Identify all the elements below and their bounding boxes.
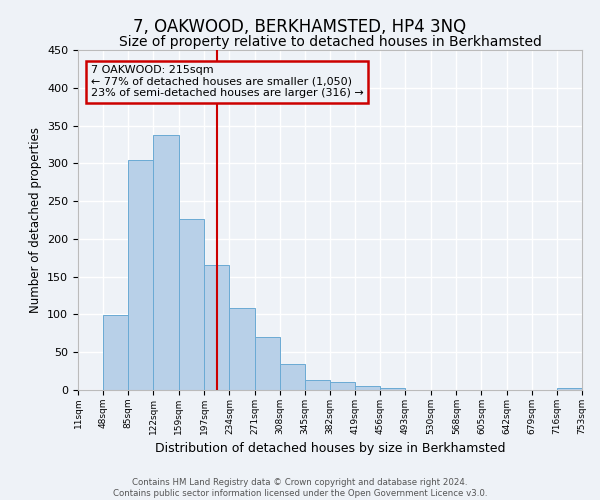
Bar — [205, 266, 229, 390]
Bar — [557, 388, 582, 390]
Text: Contains HM Land Registry data © Crown copyright and database right 2024.
Contai: Contains HM Land Registry data © Crown c… — [113, 478, 487, 498]
Title: Size of property relative to detached houses in Berkhamsted: Size of property relative to detached ho… — [119, 35, 541, 49]
Text: 7 OAKWOOD: 215sqm
← 77% of detached houses are smaller (1,050)
23% of semi-detac: 7 OAKWOOD: 215sqm ← 77% of detached hous… — [91, 66, 364, 98]
Bar — [103, 315, 128, 390]
Y-axis label: Number of detached properties: Number of detached properties — [29, 127, 41, 313]
Bar — [305, 380, 330, 390]
Bar — [128, 160, 154, 390]
Bar — [330, 382, 355, 390]
Bar — [355, 386, 380, 390]
Bar — [380, 388, 406, 390]
Bar — [280, 364, 305, 390]
Text: 7, OAKWOOD, BERKHAMSTED, HP4 3NQ: 7, OAKWOOD, BERKHAMSTED, HP4 3NQ — [133, 18, 467, 36]
Bar — [254, 337, 280, 390]
X-axis label: Distribution of detached houses by size in Berkhamsted: Distribution of detached houses by size … — [155, 442, 505, 456]
Bar — [229, 308, 254, 390]
Bar — [179, 219, 203, 390]
Bar — [154, 136, 179, 390]
